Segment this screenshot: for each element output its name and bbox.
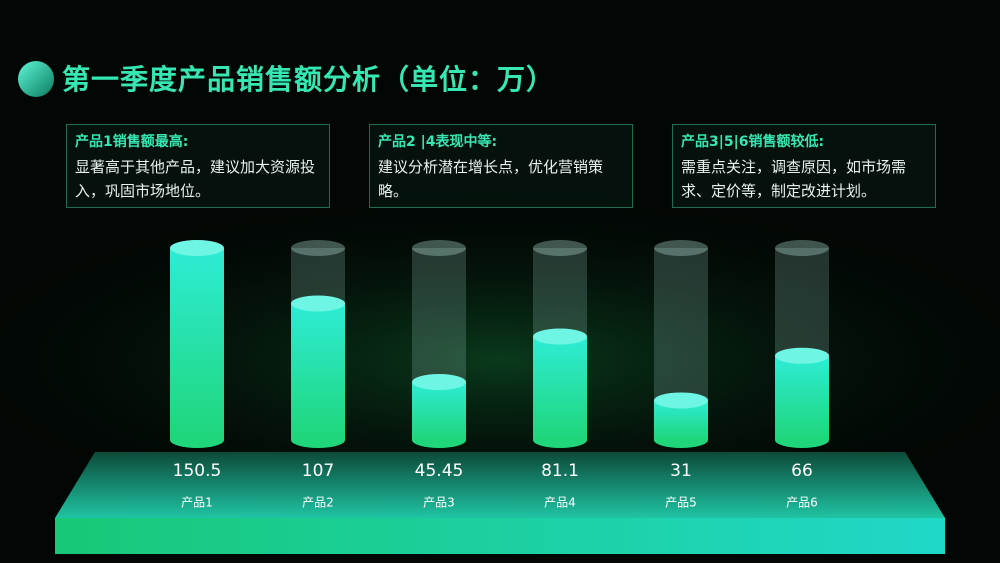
annotation: 产品2 |4表现中等: 建议分析潜在增长点，优化营销策略。 (369, 124, 633, 208)
chart-title: 第一季度产品销售额分析（单位：万） (62, 63, 556, 96)
x-tick-label: 产品2 (302, 496, 334, 510)
cylinder-track-top (775, 240, 829, 256)
platform-top (55, 452, 945, 518)
bar (170, 248, 224, 440)
x-tick-label: 产品6 (786, 496, 818, 510)
cylinder-top (291, 295, 345, 312)
x-tick-label: 产品3 (423, 496, 455, 510)
annotation-title: 产品3|5|6销售额较低: (681, 134, 825, 150)
annotation-title: 产品2 |4表现中等: (378, 134, 498, 150)
bar (533, 336, 587, 440)
value-label: 81.1 (541, 461, 579, 481)
x-tick-label: 产品1 (181, 496, 213, 510)
x-tick-label: 产品4 (544, 496, 576, 510)
title-icon (18, 61, 54, 97)
cylinder-track-top (533, 240, 587, 256)
value-label: 150.5 (173, 461, 222, 481)
cylinder-track-top (654, 240, 708, 256)
cylinder-top (412, 374, 466, 391)
cylinder-top (654, 392, 708, 409)
cylinder-top (533, 328, 587, 345)
background-glow (0, 180, 1000, 480)
annotation-text: 显著高于其他产品，建议加大资源投入，巩固市场地位。 (75, 158, 316, 200)
cylinder-track-top (291, 240, 345, 256)
annotation: 产品3|5|6销售额较低: 需重点关注，调查原因，如市场需求、定价等，制定改进计… (672, 124, 936, 208)
bar (775, 355, 829, 440)
cylinder-top (775, 347, 829, 364)
annotation-title: 产品1销售额最高: (75, 134, 189, 150)
value-label: 45.45 (415, 461, 464, 481)
value-label: 107 (302, 461, 334, 481)
x-tick-label: 产品5 (665, 496, 697, 510)
annotation-text: 建议分析潜在增长点，优化营销策略。 (378, 158, 604, 200)
cylinder-track-top (412, 240, 466, 256)
value-label: 31 (670, 461, 692, 481)
platform-front (55, 518, 945, 554)
bar (291, 303, 345, 440)
bar (412, 382, 466, 440)
value-label: 66 (791, 461, 813, 481)
annotation: 产品1销售额最高: 显著高于其他产品，建议加大资源投入，巩固市场地位。 (66, 124, 330, 208)
annotation-text: 需重点关注，调查原因，如市场需求、定价等，制定改进计划。 (681, 158, 907, 200)
cylinder-top (170, 240, 224, 256)
